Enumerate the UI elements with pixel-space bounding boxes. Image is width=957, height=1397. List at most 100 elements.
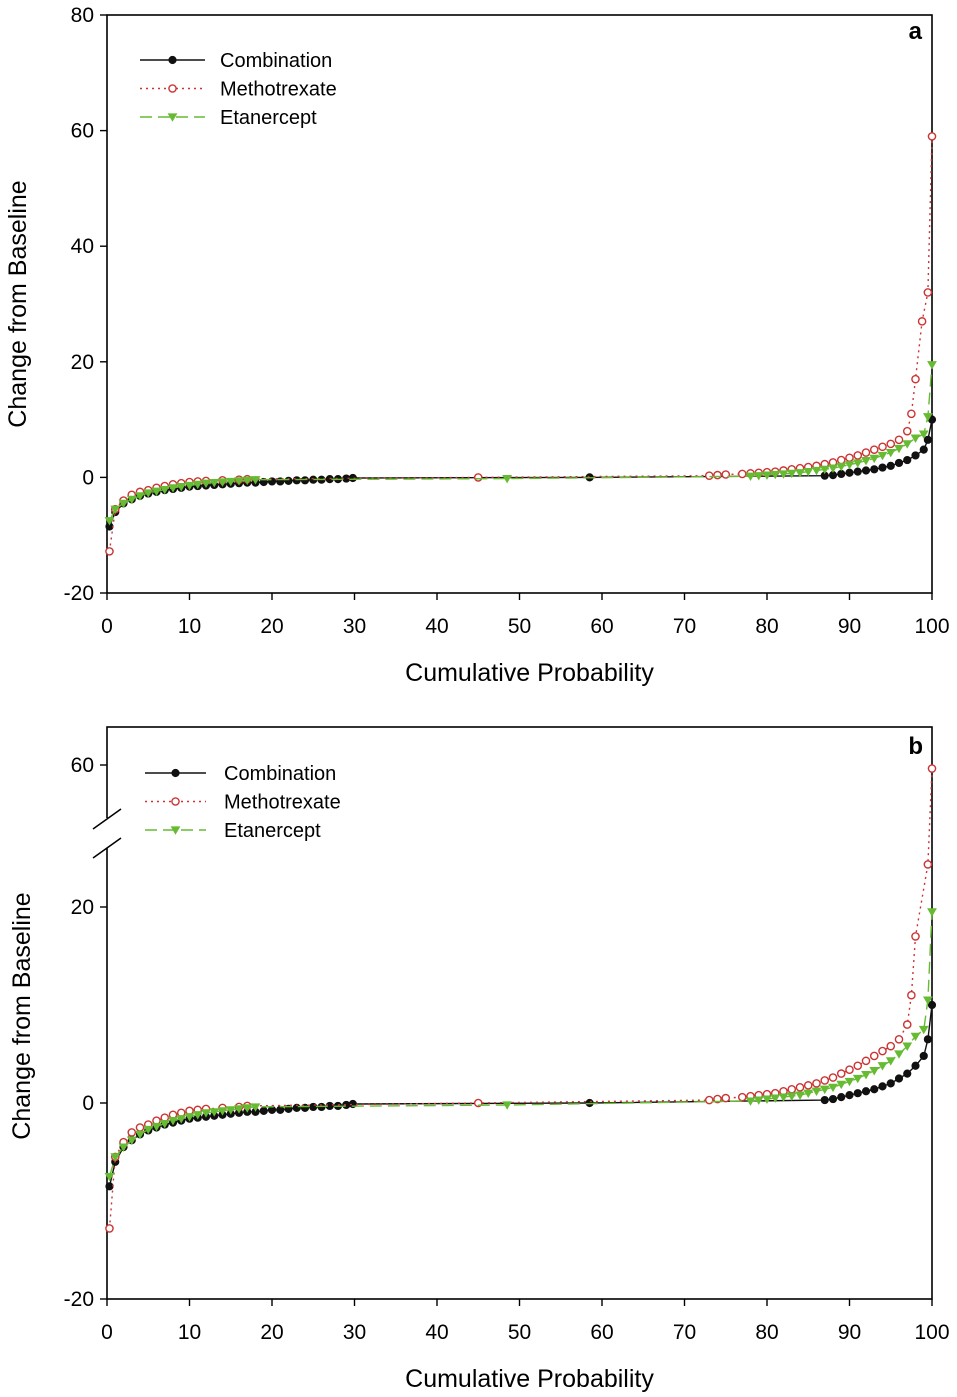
data-point-combination [845,468,854,477]
y-axis-title: Change from Baseline [8,892,36,1139]
data-point-methotrexate [902,1020,912,1029]
data-point-combination [911,1061,920,1070]
data-point-methotrexate [878,442,887,452]
x-tick-label: 100 [914,1321,949,1344]
legend-label: Methotrexate [224,792,341,814]
data-point-methotrexate [923,860,933,869]
data-point-etanercept [877,451,888,461]
data-point-etanercept [168,1117,178,1126]
data-point-methotrexate [135,1123,145,1132]
data-point-methotrexate [473,473,483,482]
data-point-methotrexate [704,1095,714,1105]
legend-label: Combination [220,50,332,72]
data-point-methotrexate [902,426,912,436]
data-point-combination [886,461,895,470]
x-tick-label: 30 [343,1321,366,1344]
data-point-etanercept [143,1125,154,1135]
x-tick-label: 60 [590,1321,613,1344]
data-point-etanercept [176,1115,187,1124]
data-point-etanercept [894,444,904,454]
data-point-etanercept [795,469,805,478]
data-point-etanercept [118,499,129,509]
y-tick-label: 0 [82,1092,94,1115]
data-point-etanercept [918,1025,929,1035]
legend-marker-methotrexate [168,84,177,93]
data-point-methotrexate [894,1035,904,1044]
data-point-combination [259,1106,268,1115]
legend-item-methotrexate: Methotrexate [145,792,341,814]
data-point-etanercept [225,1106,236,1115]
legend-marker-combination [171,768,180,778]
data-point-etanercept [135,1130,145,1140]
data-point-etanercept [869,1067,880,1076]
x-tick-label: 60 [590,615,613,638]
data-point-methotrexate [927,764,937,773]
axis-break-mark [92,837,122,859]
data-point-methotrexate [907,409,916,419]
data-point-etanercept [819,465,830,475]
data-point-methotrexate [886,439,896,449]
x-tick-label: 30 [343,615,366,638]
legend-item-combination: Combination [145,763,336,785]
y-tick-label: -20 [64,582,94,605]
data-point-etanercept [902,440,913,449]
data-point-combination [919,445,928,454]
data-point-methotrexate [861,448,871,457]
data-point-etanercept [234,477,244,486]
x-tick-label: 70 [673,1321,696,1344]
data-point-etanercept [852,1074,863,1084]
data-point-combination [878,463,887,472]
data-point-etanercept [922,413,933,422]
data-point-etanercept [836,1080,847,1090]
legend-item-etanercept: Etanercept [140,107,317,129]
data-point-etanercept [852,459,863,468]
x-tick-label: 80 [755,615,778,638]
data-point-methotrexate [894,435,904,445]
y-tick-label: 20 [71,896,94,919]
plot-frame [106,14,933,594]
legend-marker-combination [168,55,177,65]
data-point-combination [837,1093,846,1102]
data-point-etanercept [159,1119,170,1129]
legend-label: Etanercept [224,820,321,842]
x-tick-label: 50 [508,615,531,638]
y-axis-title: Change from Baseline [4,180,32,427]
legend-marker-etanercept [167,113,178,122]
data-point-methotrexate [869,1051,879,1061]
data-point-etanercept [770,470,781,480]
data-point-methotrexate [886,1041,896,1051]
x-axis-title: Cumulative Probability [405,1365,654,1393]
data-point-methotrexate [907,990,916,1000]
data-point-combination [845,1091,854,1100]
legend-label: Methotrexate [220,79,337,101]
data-point-etanercept [159,485,170,495]
legend-label: Etanercept [220,107,317,129]
x-tick-label: 90 [838,615,861,638]
data-point-etanercept [168,484,178,493]
data-point-etanercept [811,466,822,476]
data-point-etanercept [176,483,187,492]
x-tick-label: 80 [755,1321,778,1344]
data-point-etanercept [844,461,855,470]
y-tick-label: 40 [71,235,94,258]
axis-break-mark [92,808,122,830]
data-point-combination [903,1069,912,1078]
x-tick-label: 0 [101,615,113,638]
data-point-etanercept [110,505,121,514]
series-combination [105,1000,937,1191]
y-tick-label: 0 [82,466,94,489]
data-point-methotrexate [853,451,863,460]
data-point-etanercept [819,1085,830,1095]
data-point-etanercept [828,464,838,473]
data-point-combination [911,451,920,460]
data-point-combination [923,435,932,444]
data-point-etanercept [910,434,921,443]
data-point-combination [300,476,310,485]
data-point-etanercept [927,908,937,917]
data-point-etanercept [242,1104,253,1113]
data-point-etanercept [184,1113,195,1122]
data-point-etanercept [217,1107,228,1116]
data-point-methotrexate [721,1093,731,1103]
data-point-etanercept [844,1077,855,1087]
data-point-etanercept [753,1096,764,1105]
